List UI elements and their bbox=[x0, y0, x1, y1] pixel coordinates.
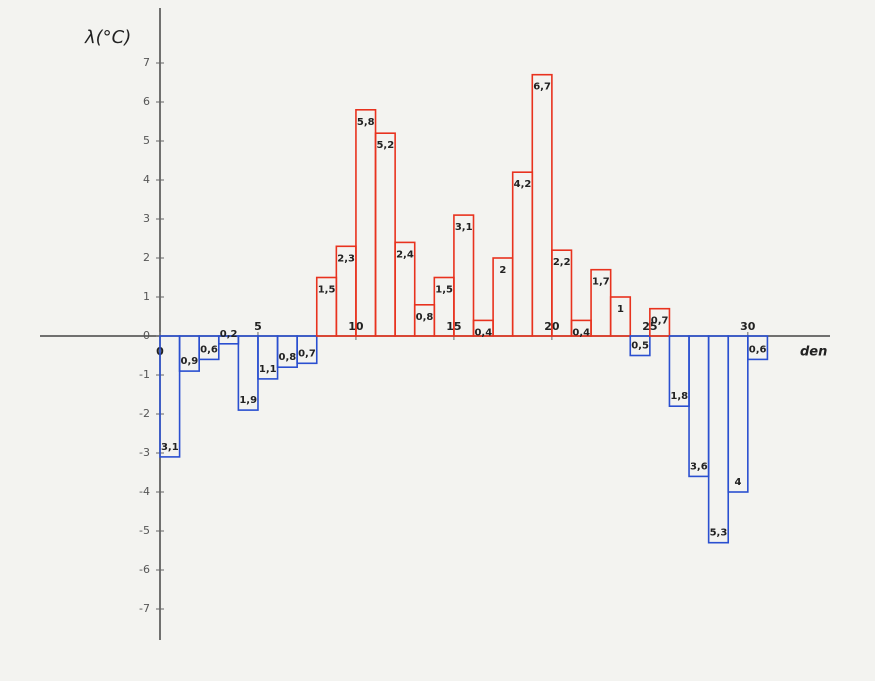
value-label: 0,8 bbox=[416, 312, 434, 323]
value-label: 5,8 bbox=[357, 117, 375, 128]
value-label: 4,2 bbox=[514, 179, 532, 190]
value-label: 2,3 bbox=[337, 253, 355, 264]
y-tick-label: 0 bbox=[143, 329, 150, 342]
y-tick-label: 6 bbox=[143, 95, 150, 108]
value-label: 2,2 bbox=[553, 257, 571, 268]
value-label: 0,6 bbox=[749, 344, 767, 355]
y-tick-label: -7 bbox=[139, 602, 150, 615]
y-tick-label: 3 bbox=[143, 212, 150, 225]
value-label: 0,7 bbox=[651, 316, 669, 327]
chart: λ(°C) den -7-6-5-4-3-2-10123456705101520… bbox=[0, 0, 875, 681]
value-label: 1,8 bbox=[670, 391, 688, 402]
value-label: 1,9 bbox=[239, 395, 257, 406]
y-axis-title: λ(°C) bbox=[84, 27, 131, 48]
value-label: 1 bbox=[617, 304, 624, 315]
value-label: 1,7 bbox=[592, 277, 610, 288]
paper bbox=[0, 0, 875, 681]
value-label: 0,9 bbox=[181, 356, 199, 367]
value-label: 4 bbox=[735, 477, 742, 488]
value-label: 0,5 bbox=[631, 341, 649, 352]
y-tick-label: 2 bbox=[143, 251, 150, 264]
value-label: 0,8 bbox=[279, 352, 297, 363]
x-tick-label: 30 bbox=[740, 320, 756, 333]
x-tick-label: 5 bbox=[254, 320, 262, 333]
value-label: 3,6 bbox=[690, 461, 708, 472]
x-axis-title: den bbox=[800, 345, 827, 360]
value-label: 5,2 bbox=[376, 140, 394, 151]
y-tick-label: -2 bbox=[139, 407, 150, 420]
y-tick-label: 7 bbox=[143, 56, 150, 69]
y-tick-label: 4 bbox=[143, 173, 150, 186]
y-tick-label: -1 bbox=[139, 368, 150, 381]
value-label: 2 bbox=[499, 265, 506, 276]
y-tick-label: -3 bbox=[139, 446, 150, 459]
y-tick-label: -6 bbox=[139, 563, 150, 576]
value-label: 2,4 bbox=[396, 249, 414, 260]
value-label: 0,6 bbox=[200, 344, 218, 355]
value-label: 1,5 bbox=[435, 285, 453, 296]
value-label: 1,5 bbox=[318, 285, 336, 296]
value-label: 0,4 bbox=[572, 327, 590, 338]
y-tick-label: 1 bbox=[143, 290, 150, 303]
value-label: 0,7 bbox=[298, 348, 316, 359]
value-label: 3,1 bbox=[161, 442, 179, 453]
value-label: 0,2 bbox=[220, 329, 238, 340]
value-label: 0,4 bbox=[474, 327, 492, 338]
value-label: 5,3 bbox=[710, 528, 728, 539]
value-label: 6,7 bbox=[533, 82, 551, 93]
y-tick-label: 5 bbox=[143, 134, 150, 147]
y-tick-label: -5 bbox=[139, 524, 150, 537]
y-tick-label: -4 bbox=[139, 485, 150, 498]
value-label: 3,1 bbox=[455, 222, 473, 233]
value-label: 1,1 bbox=[259, 364, 277, 375]
